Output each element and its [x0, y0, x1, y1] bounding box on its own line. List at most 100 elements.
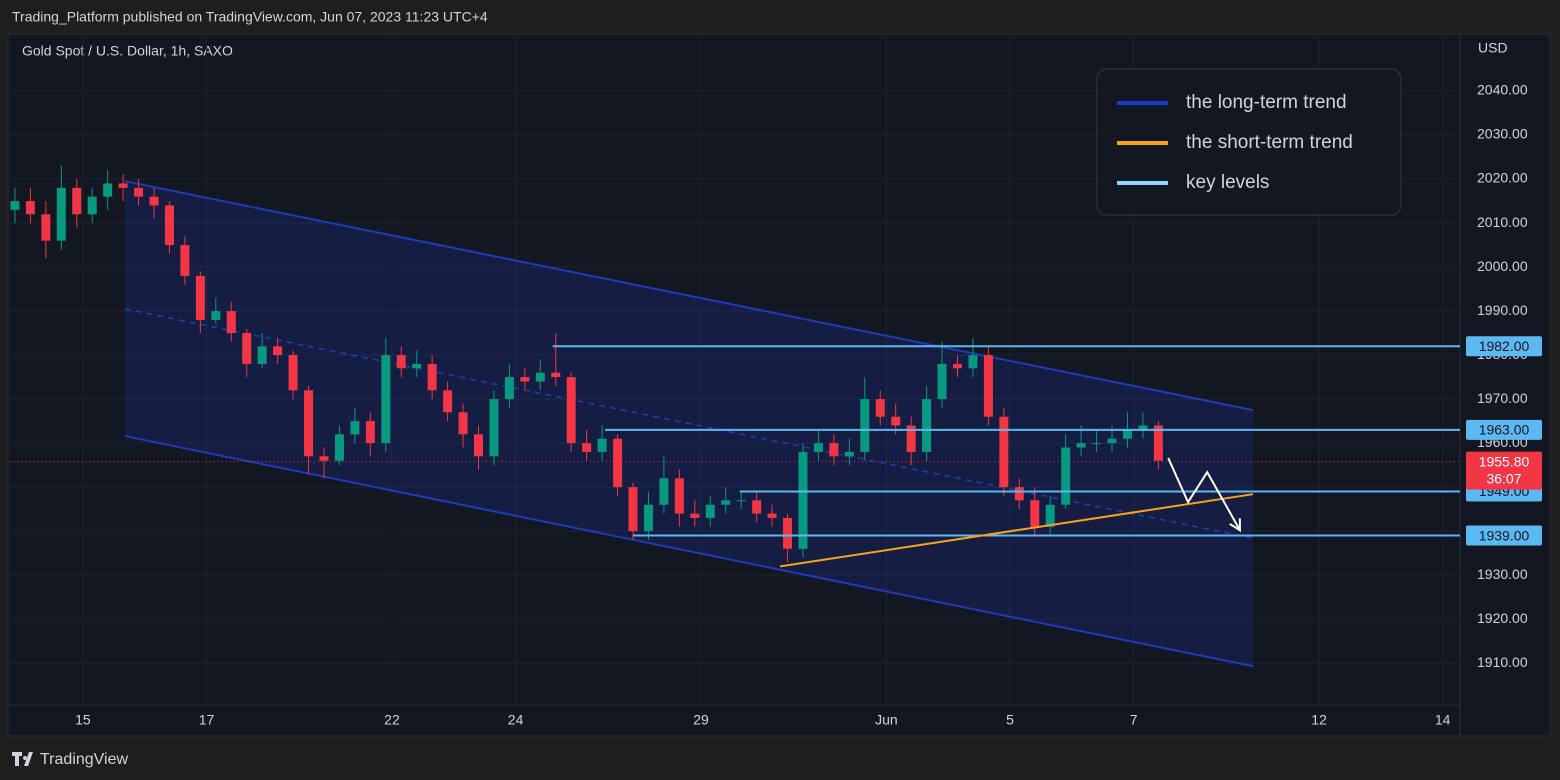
candle-body [953, 363, 963, 369]
countdown: 36:07 [1486, 470, 1521, 486]
candle-body [489, 399, 499, 457]
candle-body [983, 355, 993, 417]
y-tick-label: 1970.00 [1477, 390, 1528, 406]
candle-body [566, 377, 576, 444]
candle-body [365, 421, 375, 444]
candle-body [180, 245, 190, 276]
projection-arrowhead [1229, 518, 1241, 533]
candle-body [164, 205, 174, 246]
candle-body [690, 513, 700, 518]
candle-body [381, 355, 391, 444]
candle-body [659, 478, 669, 505]
candle-body [458, 412, 468, 435]
candle-body [412, 363, 422, 369]
key-level-label: 1963.00 [1479, 422, 1530, 438]
candle-body [783, 517, 793, 549]
footer-brand: TradingView [40, 751, 128, 768]
y-tick-label: 2020.00 [1477, 170, 1528, 186]
candle-body [1076, 443, 1086, 448]
candle-body [1107, 438, 1117, 444]
candle-body [134, 187, 144, 197]
candle-body [767, 513, 777, 518]
candle-body [118, 183, 128, 188]
x-tick-label: 7 [1130, 712, 1138, 728]
candle-body [643, 504, 653, 532]
candle-body [504, 377, 514, 400]
candle-body [937, 363, 947, 400]
candle-body [149, 196, 159, 206]
chart-title: Gold Spot / U.S. Dollar, 1h, SAXO [22, 43, 233, 59]
key-level-tag [1466, 525, 1542, 546]
candle-body [520, 377, 530, 382]
candle-body [1153, 425, 1163, 461]
short-trend [779, 493, 1254, 568]
last-price-label: 1955.80 [1479, 453, 1530, 469]
candle-body [41, 214, 51, 241]
legend-label: the short-term trend [1186, 132, 1353, 153]
x-tick-label: 22 [384, 712, 400, 728]
y-tick-label: 1990.00 [1477, 302, 1528, 318]
candle-body [1122, 429, 1132, 439]
y-tick-label: 1910.00 [1477, 654, 1528, 670]
candle-body [597, 438, 607, 452]
candle-body [273, 346, 283, 356]
candle-body [1045, 504, 1055, 527]
candle-body [844, 451, 854, 457]
x-tick-label: 24 [508, 712, 524, 728]
candle-body [56, 187, 66, 241]
candle-body [473, 434, 483, 457]
candle-body [242, 333, 252, 364]
candle-body [1014, 487, 1024, 501]
candle-body [551, 372, 561, 378]
candle-body [535, 372, 545, 382]
tv-logo [12, 752, 33, 766]
candle-body [443, 390, 453, 413]
projection [1167, 457, 1241, 531]
key-level-label: 1939.00 [1479, 527, 1530, 543]
y-tick-label: 1930.00 [1477, 566, 1528, 582]
candle-body [922, 399, 932, 452]
header: Trading_Platform published on TradingVie… [12, 9, 488, 25]
candle-body [195, 275, 205, 320]
candle-body [705, 504, 715, 518]
key-level-tag [1466, 419, 1542, 440]
y-tick-label: 2040.00 [1477, 82, 1528, 98]
x-tick-label: 5 [1006, 712, 1014, 728]
candle-body [319, 456, 329, 461]
candle-body [999, 416, 1009, 488]
candle-body [1030, 500, 1040, 527]
candle-body [87, 196, 97, 215]
x-tick-label: 14 [1435, 712, 1451, 728]
candle-body [1138, 425, 1148, 430]
candle-body [736, 500, 746, 502]
x-tick-label: 17 [199, 712, 215, 728]
candle-body [350, 421, 360, 435]
candle-body [860, 399, 870, 452]
candle-body [906, 425, 916, 452]
candle-body [798, 451, 808, 549]
y-tick-label: 2010.00 [1477, 214, 1528, 230]
candle-body [396, 355, 406, 369]
candle-body [628, 487, 638, 532]
candle-body [226, 311, 236, 334]
candle-body [829, 443, 839, 457]
candle-body [968, 355, 978, 369]
candle-body [427, 363, 437, 391]
legend-label: key levels [1186, 172, 1269, 193]
x-tick-label: 12 [1311, 712, 1327, 728]
legend-box [1096, 68, 1402, 216]
legend-label: the long-term trend [1186, 92, 1347, 113]
last-price-tag [1466, 451, 1542, 490]
key-level-label: 1982.00 [1479, 338, 1530, 354]
currency: USD [1478, 40, 1508, 56]
candle-body [334, 434, 344, 461]
candle-body [875, 399, 885, 417]
candle-body [25, 201, 35, 215]
candle-body [211, 311, 221, 320]
y-tick-label: 1920.00 [1477, 610, 1528, 626]
candle-body [813, 443, 823, 452]
channel-upper [124, 180, 1254, 412]
candle-body [72, 187, 82, 215]
